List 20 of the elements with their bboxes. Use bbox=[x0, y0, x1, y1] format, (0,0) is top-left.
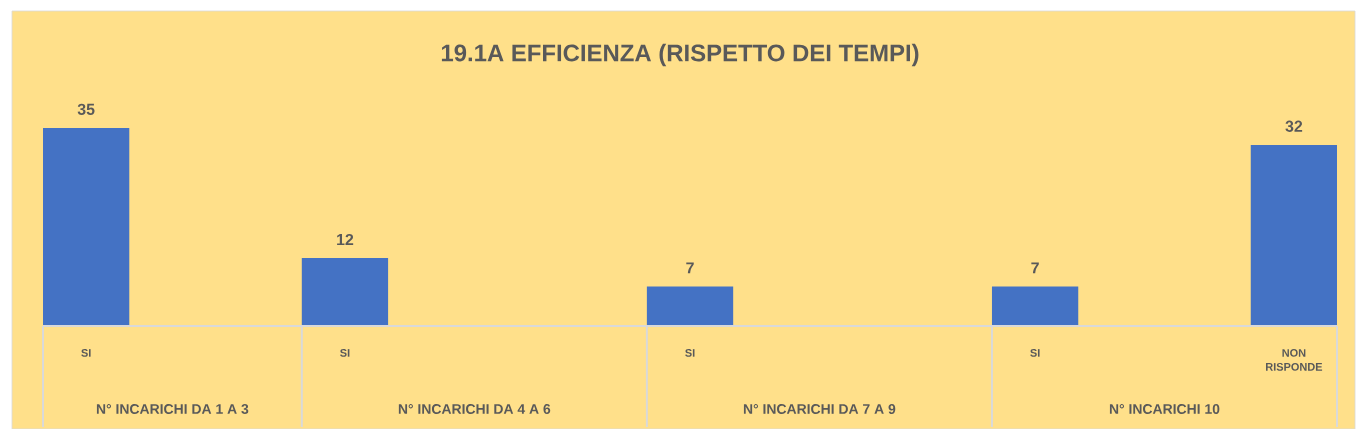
text: N° INCARICHI 10 bbox=[1109, 403, 1220, 414]
text: N° INCARICHI DA 7 A 9 bbox=[743, 403, 896, 414]
bar bbox=[301, 257, 389, 326]
x-tick-label: SI bbox=[1030, 348, 1040, 357]
x-tick-label: SI bbox=[685, 348, 695, 357]
text: N° INCARICHI DA 4 A 6 bbox=[398, 403, 551, 414]
x-tick-label: SI bbox=[81, 348, 91, 357]
text: N° INCARICHI DA 1 A 3 bbox=[96, 403, 249, 414]
chart-title: 19.1A EFFICIENZA (RISPETTO DEI TEMPI) bbox=[441, 43, 919, 66]
data-label: 35 bbox=[77, 103, 95, 115]
x-tick-label: SI bbox=[340, 348, 350, 357]
bar bbox=[43, 127, 130, 326]
x-tick-label: NON RISPONDE bbox=[1266, 348, 1323, 371]
data-label: 7 bbox=[1031, 262, 1039, 274]
data-label: 7 bbox=[686, 262, 694, 274]
data-label: 32 bbox=[1285, 120, 1303, 132]
bar bbox=[991, 286, 1079, 326]
bar bbox=[646, 286, 734, 326]
data-label: 12 bbox=[337, 233, 354, 245]
bar bbox=[1250, 144, 1338, 326]
